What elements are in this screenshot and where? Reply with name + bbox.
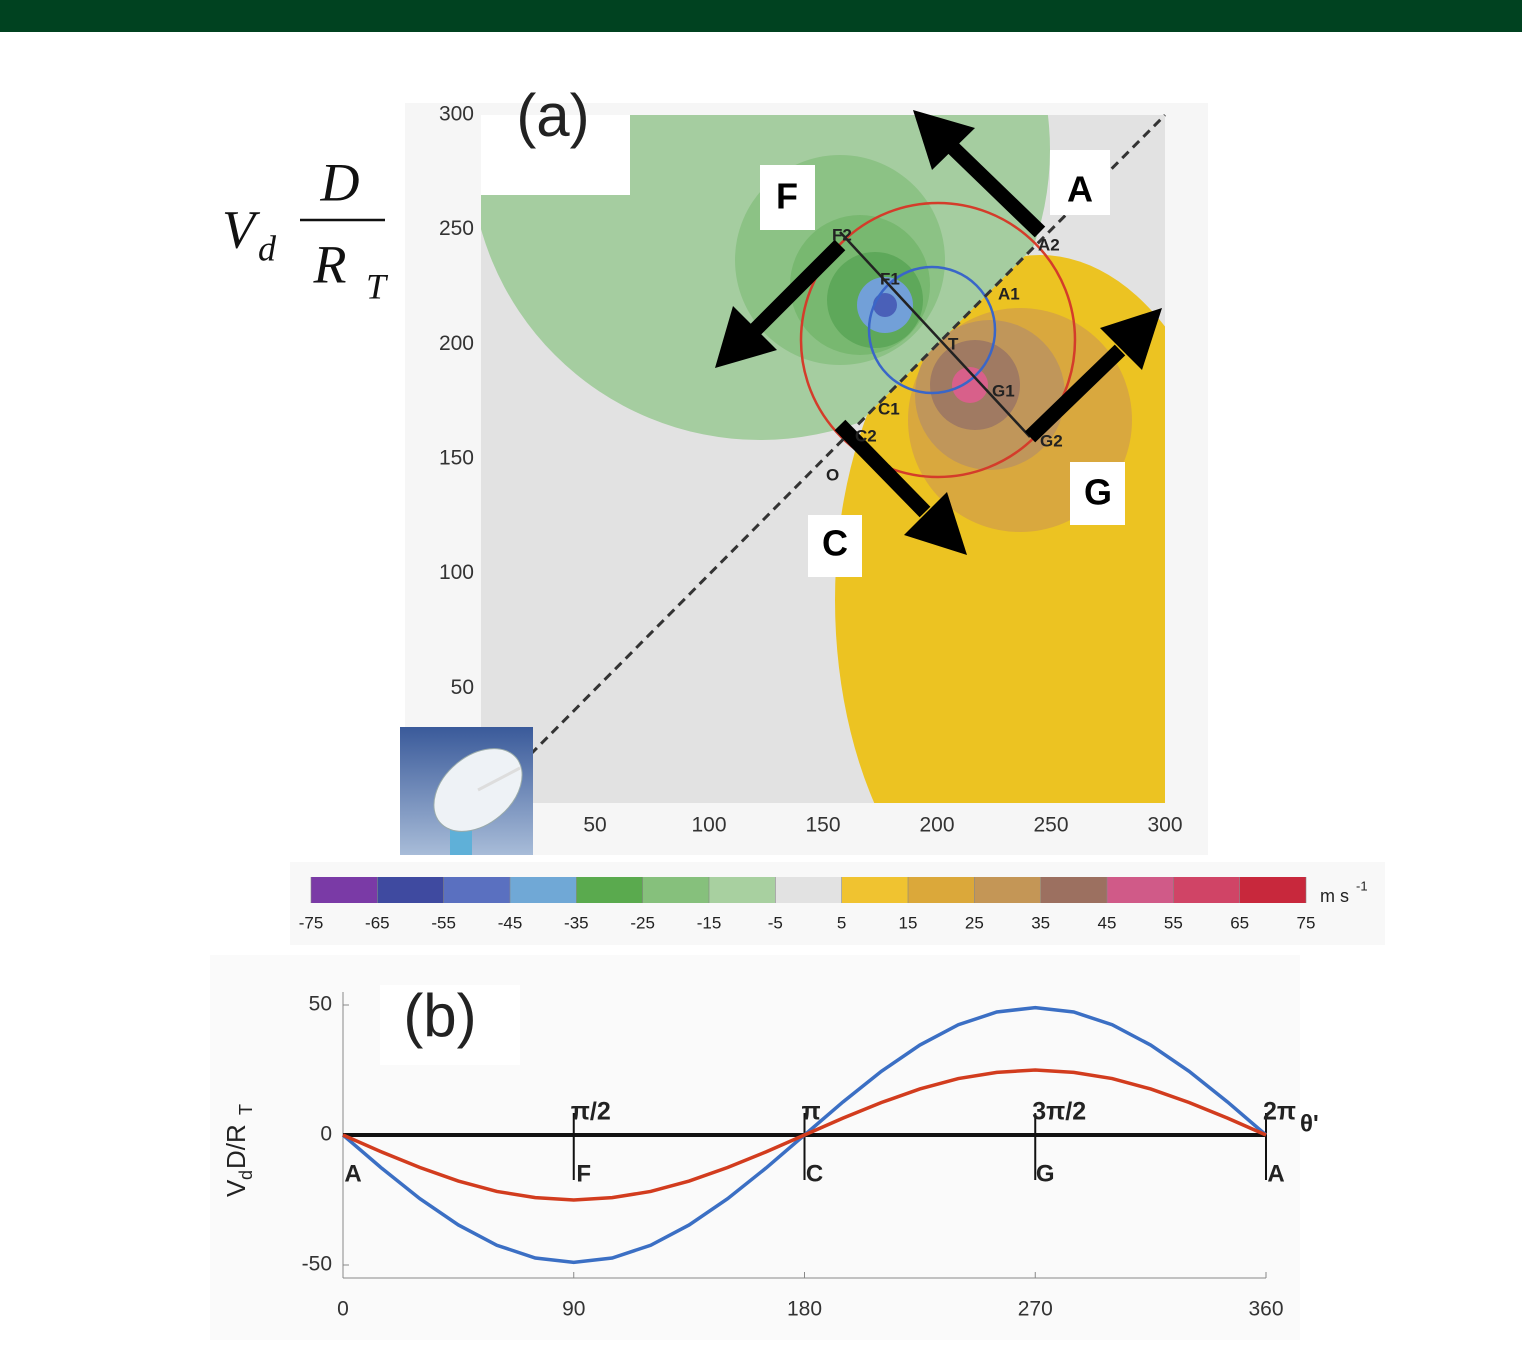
- x-tick-label: 200: [919, 814, 954, 837]
- point-label: A1: [998, 284, 1020, 303]
- y-tick-label: 250: [439, 217, 474, 240]
- x-tick-label: 270: [1018, 1298, 1053, 1321]
- point-label: O: [826, 465, 839, 484]
- y-tick-label: 50: [451, 676, 474, 699]
- angle-label: 2π: [1263, 1098, 1296, 1126]
- colorbar-tick-label: -75: [299, 913, 324, 932]
- x-tick-label: 50: [583, 814, 606, 837]
- point-label: G: [1036, 1160, 1055, 1187]
- colorbar-tick-label: 25: [965, 913, 984, 932]
- angle-label: 3π/2: [1032, 1098, 1086, 1126]
- arrow-label: A: [1067, 169, 1093, 210]
- colorbar-tick-label: 5: [837, 913, 846, 932]
- y-tick-label: 200: [439, 332, 474, 355]
- contour: [873, 293, 897, 317]
- x-tick-label: 360: [1248, 1298, 1283, 1321]
- point-label: C2: [855, 426, 877, 445]
- x-tick-label: 0: [337, 1298, 349, 1321]
- panel-title: (b): [403, 982, 476, 1049]
- colorbar-segment: [377, 877, 443, 903]
- colorbar-segment: [510, 877, 576, 903]
- arrow-label: G: [1084, 472, 1112, 513]
- point-label: A: [1267, 1160, 1284, 1187]
- colorbar-tick-label: -15: [697, 913, 722, 932]
- colorbar-segment: [1107, 877, 1173, 903]
- colorbar-tick-label: -45: [498, 913, 523, 932]
- point-label: F2: [832, 225, 852, 244]
- point-label: C1: [878, 399, 900, 418]
- y-tick-label: -50: [302, 1253, 332, 1276]
- arrow-label: C: [822, 523, 848, 564]
- panel-a-ylabel: V d D R T: [222, 152, 389, 306]
- colorbar-segment: [444, 877, 510, 903]
- colorbar-segment: [643, 877, 709, 903]
- y-tick-label: 0: [320, 1123, 332, 1146]
- x-tick-label: 150: [805, 814, 840, 837]
- arrow-label: F: [776, 176, 798, 217]
- point-label: F1: [880, 269, 900, 288]
- colorbar-tick-label: 15: [899, 913, 918, 932]
- colorbar-tick-label: 65: [1230, 913, 1249, 932]
- colorbar-segment: [842, 877, 908, 903]
- ylabel-part: D/R: [221, 1124, 251, 1169]
- ylabel-part: R: [313, 234, 347, 294]
- colorbar-tick-label: 45: [1098, 913, 1117, 932]
- ylabel-part: V: [222, 199, 261, 259]
- colorbar-segment: [311, 877, 377, 903]
- point-label: C: [806, 1160, 823, 1187]
- point-label: T: [948, 334, 959, 353]
- colorbar-unit-exponent: -1: [1356, 878, 1368, 893]
- colorbar-segment: [1173, 877, 1239, 903]
- y-tick-label: 300: [439, 103, 474, 126]
- x-tick-label: 180: [787, 1298, 822, 1321]
- point-label: A: [344, 1160, 361, 1187]
- colorbar-segment: [1041, 877, 1107, 903]
- ylabel-part: D: [320, 152, 360, 212]
- y-tick-label: 100: [439, 561, 474, 584]
- colorbar-unit: m s: [1320, 886, 1349, 906]
- ylabel-part: T: [236, 1104, 256, 1115]
- top-bar: [0, 0, 1522, 32]
- panel-title: (a): [516, 82, 589, 149]
- colorbar-tick-label: -65: [365, 913, 390, 932]
- y-tick-label: 150: [439, 447, 474, 470]
- radar-dish: [400, 727, 538, 855]
- colorbar-segment: [576, 877, 642, 903]
- x-tick-label: 300: [1147, 814, 1182, 837]
- colorbar-tick-label: 75: [1297, 913, 1316, 932]
- x-tick-label: 250: [1033, 814, 1068, 837]
- colorbar-tick-label: -5: [768, 913, 783, 932]
- axis-symbol: θ': [1300, 1110, 1319, 1137]
- angle-label: π/2: [571, 1098, 611, 1126]
- point-label: G1: [992, 381, 1015, 400]
- point-label: G2: [1040, 431, 1063, 450]
- ylabel-part: d: [258, 228, 277, 268]
- colorbar-segment: [775, 877, 841, 903]
- x-tick-label: 100: [691, 814, 726, 837]
- colorbar-tick-label: -35: [564, 913, 589, 932]
- ylabel-part: T: [366, 266, 389, 306]
- x-tick-label: 90: [562, 1298, 585, 1321]
- colorbar-segment: [908, 877, 974, 903]
- point-label: A2: [1038, 235, 1060, 254]
- colorbar-tick-label: 55: [1164, 913, 1183, 932]
- colorbar-segment: [709, 877, 775, 903]
- y-tick-label: 50: [309, 993, 332, 1016]
- colorbar-tick-label: -55: [431, 913, 456, 932]
- ylabel-part: d: [236, 1170, 256, 1180]
- colorbar-segment: [1240, 877, 1306, 903]
- ylabel-part: V: [221, 1179, 251, 1197]
- colorbar-frame: [290, 862, 1385, 945]
- page: F2 F1 A1 A2 T G1 G2 C1 C2 O F A G C V d …: [0, 0, 1522, 1350]
- point-label: F: [576, 1160, 591, 1187]
- colorbar-segment: [974, 877, 1040, 903]
- colorbar-tick-label: 35: [1031, 913, 1050, 932]
- colorbar-tick-label: -25: [630, 913, 655, 932]
